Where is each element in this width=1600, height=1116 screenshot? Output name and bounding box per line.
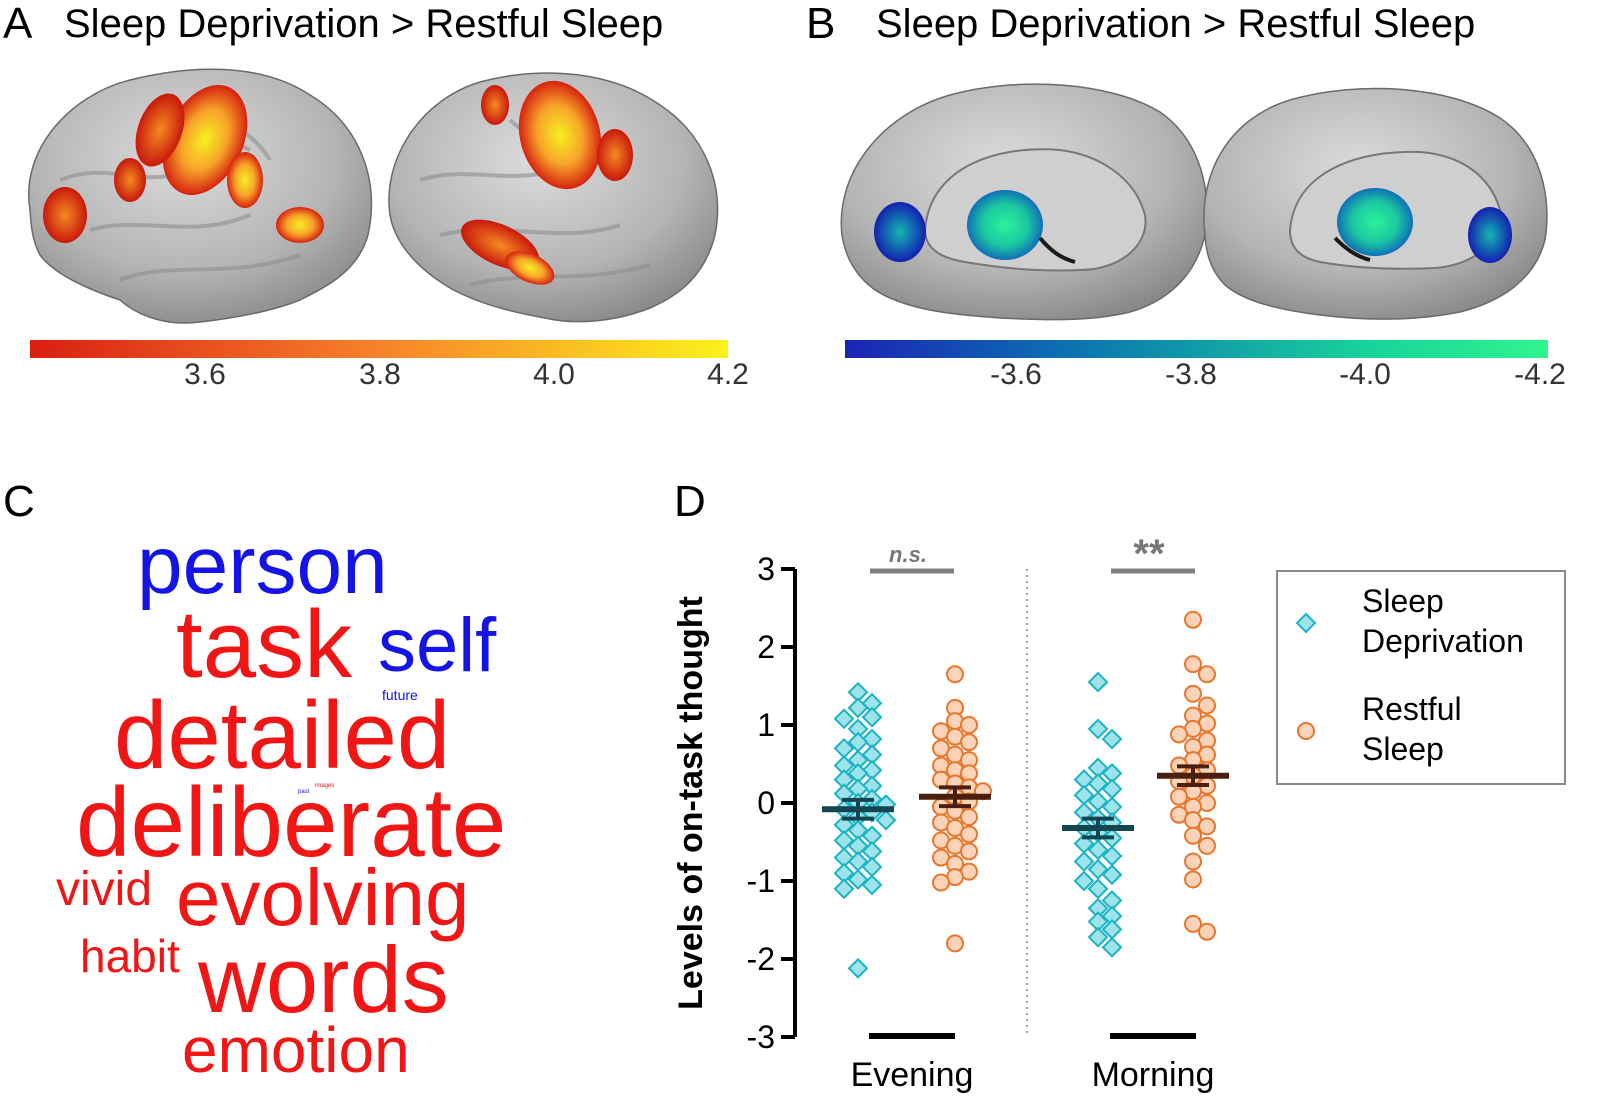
y-tick-label: 3 [757, 551, 775, 587]
data-point-restful-sleep [1184, 852, 1202, 871]
panel-d-letter: D [674, 477, 706, 526]
y-tick-label: -2 [747, 941, 775, 977]
data-point-sleep-deprivation [1073, 870, 1095, 892]
data-point-restful-sleep [960, 808, 978, 827]
data-point-sleep-deprivation [833, 878, 855, 900]
word-future: future [382, 687, 418, 703]
significance-label: ** [1133, 532, 1165, 576]
legend-label: Sleep [1362, 583, 1444, 619]
data-point-restful-sleep [1170, 787, 1188, 806]
data-point-sleep-deprivation [1101, 728, 1123, 750]
data-point-restful-sleep [1170, 725, 1188, 744]
data-point-restful-sleep [960, 842, 978, 861]
data-point-restful-sleep [932, 873, 950, 892]
data-point-sleep-deprivation [861, 706, 883, 728]
legend-label: Deprivation [1362, 623, 1524, 659]
data-point-restful-sleep [1198, 836, 1216, 855]
data-point-restful-sleep [960, 716, 978, 734]
word-self: self [378, 603, 497, 688]
data-point-sleep-deprivation [1087, 839, 1109, 861]
x-tick-label: Evening [851, 1056, 974, 1094]
panel-c-letter: C [3, 477, 35, 526]
legend-marker-diamond [1295, 612, 1317, 634]
word-task: task [176, 591, 353, 698]
data-point-sleep-deprivation [1101, 864, 1123, 886]
data-point-sleep-deprivation [833, 708, 855, 730]
y-tick-label: 1 [757, 707, 775, 743]
word-person: person [137, 520, 388, 611]
x-tick-label: Morning [1092, 1056, 1215, 1094]
data-point-sleep-deprivation [847, 957, 869, 979]
data-point-sleep-deprivation [1087, 671, 1109, 693]
brain-medial-left [840, 83, 1208, 321]
colorbar-b-tick: -4.2 [1514, 358, 1566, 391]
data-point-restful-sleep [960, 825, 978, 844]
data-point-restful-sleep [1184, 870, 1202, 889]
data-point-restful-sleep [946, 934, 964, 953]
data-point-restful-sleep [1184, 655, 1202, 674]
data-point-restful-sleep [1198, 817, 1216, 836]
legend-box [1276, 570, 1566, 785]
data-point-sleep-deprivation [1087, 718, 1109, 740]
panel-b-letter: B [806, 0, 836, 48]
panel-b-title: Sleep Deprivation > Restful Sleep [876, 2, 1476, 46]
panel-a-letter: A [3, 0, 33, 48]
legend-label: Sleep [1362, 731, 1444, 767]
brain-lateral-left [28, 68, 373, 324]
word-past: past [298, 789, 310, 795]
colorbar-a-tick: 3.6 [184, 358, 226, 391]
colorbar-b-tick: -4.0 [1339, 358, 1391, 391]
y-tick-label: 0 [757, 785, 775, 821]
data-point-restful-sleep [1184, 826, 1202, 845]
data-point-restful-sleep [1184, 610, 1202, 629]
significance-label: n.s. [889, 542, 927, 567]
word-evolving: evolving [176, 853, 470, 942]
brain-figure-layer [28, 68, 1548, 358]
data-point-sleep-deprivation [1087, 926, 1109, 948]
colorbar-a [30, 340, 728, 358]
data-point-sleep-deprivation [875, 809, 897, 831]
data-point-sleep-deprivation [847, 697, 869, 719]
colorbar-b [845, 340, 1548, 358]
colorbar-a-tick: 3.8 [359, 358, 401, 391]
legend-label: Restful [1362, 691, 1462, 727]
legend-marker-circle [1297, 722, 1315, 740]
data-point-restful-sleep [1184, 914, 1202, 933]
brain-lateral-right [388, 72, 719, 323]
data-point-restful-sleep [946, 665, 964, 684]
data-point-restful-sleep [1198, 922, 1216, 941]
data-point-sleep-deprivation [847, 869, 869, 890]
word-emotion: emotion [182, 1014, 410, 1086]
data-point-sleep-deprivation [1073, 851, 1095, 872]
word-images: images [315, 783, 335, 789]
colorbar-a-tick: 4.2 [707, 358, 749, 391]
data-point-restful-sleep [960, 733, 978, 752]
colorbar-b-tick: -3.6 [990, 358, 1042, 391]
brain-medial-right [1203, 87, 1548, 320]
word-vivid: vivid [56, 863, 153, 916]
data-point-restful-sleep [1198, 665, 1216, 684]
y-tick-label: 2 [757, 629, 775, 665]
data-point-restful-sleep [1198, 696, 1216, 715]
data-point-restful-sleep [1184, 684, 1202, 703]
word-detailed: detailed [114, 682, 451, 789]
panel-a-title: Sleep Deprivation > Restful Sleep [64, 2, 664, 46]
y-tick-label: -1 [747, 863, 775, 899]
y-tick-label: -3 [747, 1019, 775, 1055]
colorbar-a-tick: 4.0 [533, 358, 575, 391]
y-axis-label: Levels of on-task thought [672, 596, 710, 1010]
data-point-sleep-deprivation [1087, 858, 1109, 880]
colorbar-b-tick: -3.8 [1165, 358, 1217, 391]
word-deliberate: deliberate [76, 767, 507, 877]
data-point-sleep-deprivation [1087, 878, 1109, 900]
word-words: words [198, 927, 449, 1032]
word-habit: habit [80, 930, 180, 982]
data-point-sleep-deprivation [861, 874, 883, 896]
data-point-sleep-deprivation [1101, 936, 1123, 958]
